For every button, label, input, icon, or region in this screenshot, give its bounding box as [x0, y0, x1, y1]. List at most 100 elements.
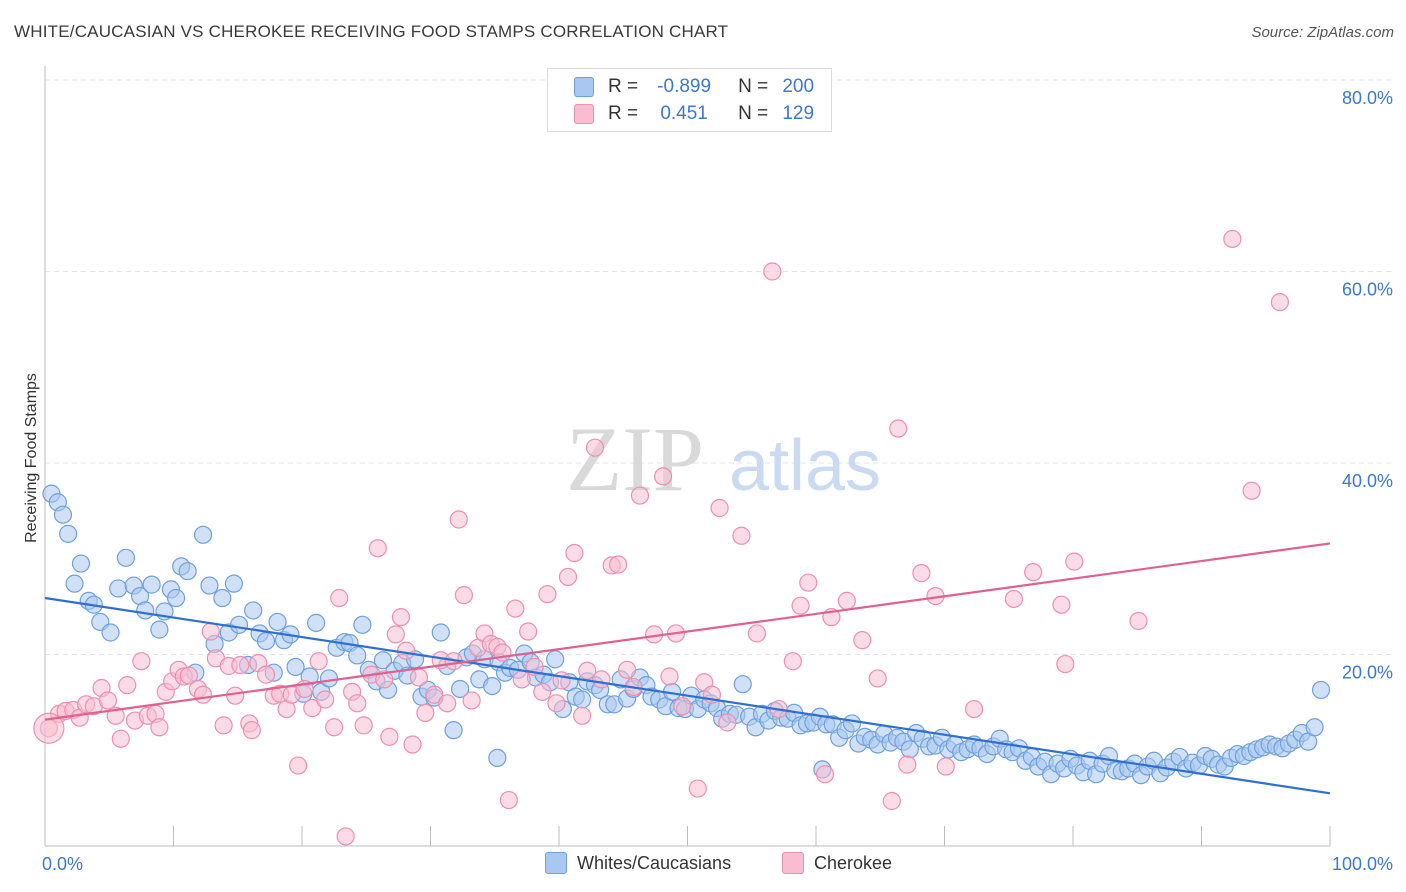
- legend-r-value: 0.451: [660, 103, 708, 124]
- data-point: [111, 729, 130, 748]
- data-point: [1056, 654, 1075, 674]
- data-point: [307, 613, 326, 633]
- data-point: [425, 685, 444, 704]
- data-point: [449, 510, 468, 529]
- x-tick-label: 100.0%: [1332, 854, 1393, 874]
- y-tick-label: 20.0%: [1342, 663, 1393, 683]
- data-point: [1242, 481, 1261, 500]
- data-point: [609, 555, 628, 574]
- legend-row-whites: R = -0.899 N = 200: [548, 74, 828, 100]
- data-point: [316, 690, 335, 709]
- data-point: [231, 655, 250, 675]
- data-point: [815, 765, 835, 784]
- data-point: [214, 716, 233, 735]
- data-point: [1305, 718, 1324, 737]
- data-point: [348, 646, 367, 665]
- data-point: [71, 554, 91, 573]
- data-point: [462, 691, 481, 710]
- data-point: [368, 539, 387, 558]
- y-tick-label: 40.0%: [1342, 471, 1393, 491]
- data-point: [519, 622, 538, 641]
- data-point: [353, 615, 372, 634]
- data-point-large: [33, 712, 65, 744]
- data-point: [116, 548, 136, 567]
- data-point: [325, 718, 344, 737]
- data-point: [578, 661, 597, 680]
- data-point: [573, 706, 592, 725]
- data-point: [268, 612, 287, 632]
- data-point: [178, 562, 197, 581]
- data-point: [150, 718, 169, 737]
- data-point: [1311, 680, 1331, 700]
- grid-lines: [45, 79, 1395, 655]
- data-point: [242, 721, 261, 740]
- data-point: [573, 690, 592, 709]
- legend-n-value: 129: [782, 103, 815, 124]
- data-point: [229, 615, 249, 634]
- data-point: [964, 699, 984, 719]
- source-label: Source: ZipAtlas.com: [1251, 24, 1394, 41]
- bottom-legend-label-cherokee: Cherokee: [814, 852, 893, 873]
- legend-n-value: 200: [782, 76, 815, 97]
- data-point: [533, 682, 552, 701]
- data-point: [799, 573, 818, 592]
- watermark-atlas: atlas: [729, 426, 881, 506]
- data-point: [59, 524, 78, 543]
- data-point: [488, 748, 507, 768]
- data-point: [1024, 563, 1043, 582]
- data-point: [166, 588, 186, 608]
- data-point: [1270, 293, 1289, 312]
- data-point: [546, 650, 565, 669]
- data-point: [244, 601, 263, 620]
- data-point: [506, 599, 525, 618]
- data-point: [483, 676, 502, 696]
- data-point: [499, 790, 518, 810]
- legend-n-label: N =: [738, 76, 769, 97]
- legend-row-cherokee: R = 0.451 N = 129: [548, 101, 828, 127]
- data-point: [286, 657, 305, 677]
- data-point: [193, 685, 213, 704]
- data-point: [336, 827, 355, 846]
- data-point: [396, 641, 416, 660]
- series-cherokee-points: [33, 229, 1289, 846]
- data-point: [842, 714, 862, 733]
- legend-r-value: -0.899: [657, 76, 712, 97]
- data-point: [558, 567, 578, 587]
- data-point: [552, 671, 571, 690]
- data-point: [898, 755, 917, 774]
- data-point: [438, 694, 457, 713]
- legend-r-label: R =: [608, 103, 639, 124]
- data-point: [936, 757, 955, 776]
- data-point: [512, 670, 531, 689]
- data-point: [256, 631, 276, 651]
- y-tick-label: 60.0%: [1342, 280, 1393, 300]
- data-point: [179, 666, 199, 685]
- data-point: [547, 694, 566, 713]
- data-point: [1004, 589, 1023, 609]
- data-point: [193, 525, 213, 544]
- data-point: [673, 697, 692, 716]
- data-point: [585, 438, 605, 457]
- data-point: [136, 601, 155, 620]
- data-point: [109, 579, 128, 598]
- data-point: [444, 721, 463, 740]
- bottom-legend-whites: Whites/Caucasians: [545, 852, 731, 874]
- data-point: [373, 651, 393, 670]
- data-point: [200, 576, 219, 595]
- bottom-legend-swatch-cherokee: [782, 852, 804, 874]
- data-point: [226, 686, 245, 705]
- data-point: [592, 670, 611, 689]
- tick-labels: 20.0% 40.0% 60.0% 80.0% 0.0% 100.0%: [42, 88, 1393, 874]
- data-point: [348, 694, 367, 713]
- data-point: [912, 564, 931, 583]
- data-point: [309, 652, 328, 671]
- data-point: [201, 622, 220, 641]
- legend-n-label: N =: [738, 103, 769, 124]
- data-point: [256, 665, 276, 684]
- data-point: [791, 596, 810, 615]
- data-point: [1129, 611, 1148, 631]
- data-point: [118, 676, 137, 695]
- data-point: [747, 624, 766, 643]
- data-point: [1052, 595, 1071, 614]
- data-point: [733, 675, 752, 694]
